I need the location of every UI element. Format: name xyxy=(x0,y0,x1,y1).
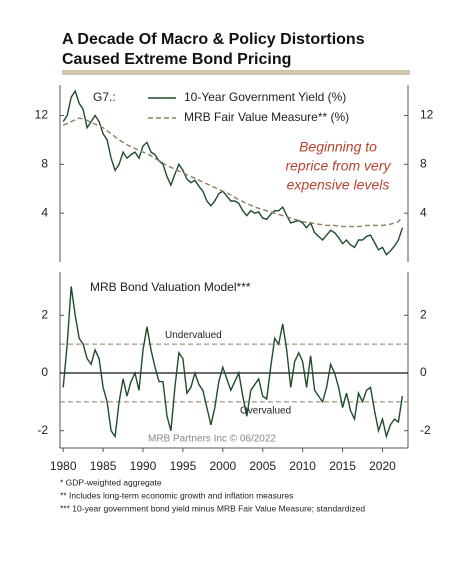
reference-label: Undervalued xyxy=(165,330,222,341)
legend-title: G7.: xyxy=(93,90,116,104)
y2-tick-label: 2 xyxy=(420,307,427,321)
footnote: *** 10-year government bond yield minus … xyxy=(60,503,365,513)
reference-label: Overvalued xyxy=(240,405,291,416)
x-tick-label: 2000 xyxy=(209,459,236,473)
x-tick-label: 1980 xyxy=(50,459,77,473)
x-tick-label: 2020 xyxy=(369,459,396,473)
annotation: expensive levels xyxy=(287,177,390,193)
x-tick-label: 2015 xyxy=(329,459,356,473)
annotation: reprice from very xyxy=(285,158,391,174)
chart-title: A Decade Of Macro & Policy Distortions xyxy=(62,31,365,48)
annotation: Beginning to xyxy=(299,139,377,155)
series-line xyxy=(62,117,403,228)
x-tick-label: 1985 xyxy=(90,459,117,473)
y-tick-label: -2 xyxy=(37,423,48,437)
x-tick-label: 2005 xyxy=(249,459,276,473)
y2-tick-label: 0 xyxy=(420,365,427,379)
y2-tick-label: 8 xyxy=(420,157,427,171)
y2-tick-label: -2 xyxy=(420,423,431,437)
y-tick-label: 12 xyxy=(35,108,49,122)
footnote: ** Includes long-term economic growth an… xyxy=(60,490,293,500)
y-tick-label: 4 xyxy=(41,205,48,219)
legend-label: MRB Fair Value Measure** (%) xyxy=(184,110,349,124)
x-tick-label: 2010 xyxy=(289,459,316,473)
source: MRB Partners Inc © 06/2022 xyxy=(148,434,276,445)
y2-tick-label: 12 xyxy=(420,108,434,122)
title-rule xyxy=(62,70,410,75)
y-tick-label: 2 xyxy=(41,307,48,321)
x-tick-label: 1990 xyxy=(130,459,157,473)
y-tick-label: 0 xyxy=(41,365,48,379)
y2-tick-label: 4 xyxy=(420,205,427,219)
chart-title: Caused Extreme Bond Pricing xyxy=(62,51,291,68)
series-line xyxy=(62,286,404,440)
x-tick-label: 1995 xyxy=(170,459,197,473)
y-tick-label: 8 xyxy=(41,157,48,171)
panel-title: MRB Bond Valuation Model*** xyxy=(90,280,251,294)
series-line xyxy=(62,89,404,256)
legend-label: 10-Year Government Yield (%) xyxy=(184,90,346,104)
footnote: * GDP-weighted aggregate xyxy=(60,477,162,487)
